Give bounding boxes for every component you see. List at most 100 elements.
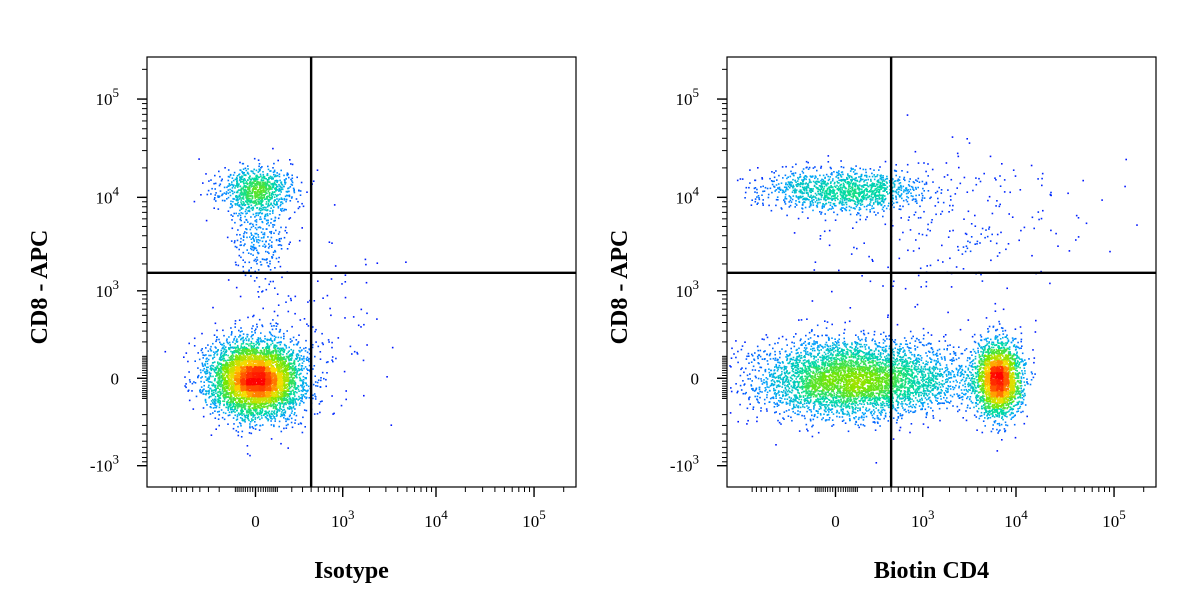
event-dot <box>291 184 294 186</box>
event-dot <box>242 204 244 207</box>
event-dot <box>224 352 226 354</box>
event-dot <box>232 403 234 405</box>
event-dot <box>260 355 263 357</box>
event-dot <box>266 261 268 264</box>
event-dot <box>254 199 257 202</box>
event-dot <box>283 374 285 377</box>
event-dot <box>252 189 254 192</box>
event-dot <box>271 365 273 368</box>
event-dot <box>236 175 239 177</box>
event-dot <box>273 344 275 347</box>
event-dot <box>241 171 243 173</box>
event-dot <box>312 180 315 182</box>
event-dot <box>222 395 224 397</box>
event-dot <box>290 178 292 181</box>
event-dot <box>254 404 257 406</box>
event-dot <box>250 248 253 251</box>
event-dot <box>285 355 288 358</box>
event-dot <box>257 347 260 349</box>
event-dot <box>218 401 221 404</box>
event-dot <box>254 188 256 190</box>
event-dot <box>251 364 254 366</box>
event-dot <box>288 405 291 408</box>
event-dot <box>278 385 281 387</box>
event-dot <box>231 401 233 404</box>
event-dot <box>283 332 285 335</box>
event-dot <box>234 178 237 181</box>
event-dot <box>261 209 263 211</box>
event-dot <box>236 191 239 193</box>
event-dot <box>279 351 281 354</box>
event-dot <box>257 190 259 192</box>
event-dot <box>297 423 300 425</box>
event-dot <box>281 364 284 367</box>
event-dot <box>257 401 259 404</box>
event-dot <box>211 187 213 190</box>
event-dot <box>291 367 293 370</box>
event-dot <box>220 179 223 182</box>
event-dot <box>292 367 295 369</box>
event-dot <box>247 210 250 212</box>
event-dot <box>287 374 290 376</box>
event-dot <box>232 403 235 406</box>
event-dot <box>251 206 254 209</box>
event-dot <box>218 404 221 406</box>
event-dot <box>253 185 255 188</box>
event-dot <box>279 407 281 410</box>
event-dot <box>208 393 210 395</box>
event-dot <box>317 379 320 381</box>
event-dot <box>214 372 217 374</box>
event-dot <box>244 274 247 277</box>
event-dot <box>333 204 336 206</box>
event-dot <box>283 349 286 351</box>
event-dot <box>240 410 242 412</box>
event-dot <box>279 361 282 363</box>
event-dot <box>289 373 291 376</box>
event-dot <box>228 375 230 378</box>
event-dot <box>217 418 220 420</box>
event-dot <box>290 417 293 420</box>
event-dot <box>263 359 265 361</box>
event-dot <box>281 373 283 375</box>
event-dot <box>252 207 255 210</box>
event-dot <box>228 183 231 185</box>
event-dot <box>241 162 244 165</box>
event-dot <box>233 398 235 400</box>
event-dot <box>198 358 201 361</box>
event-dot <box>240 199 243 201</box>
event-dot <box>293 370 296 372</box>
event-dot <box>275 398 278 401</box>
event-dot <box>274 407 277 410</box>
event-dot <box>275 407 277 409</box>
event-dot <box>269 170 271 172</box>
event-dot <box>307 385 310 388</box>
event-dot <box>260 199 262 202</box>
event-dot <box>251 183 253 185</box>
event-dot <box>238 248 240 251</box>
event-dot <box>279 328 282 331</box>
event-dot <box>270 222 272 224</box>
event-dot <box>284 394 287 397</box>
event-dot <box>285 387 288 389</box>
event-dot <box>232 185 235 188</box>
event-dot <box>281 186 283 189</box>
event-dot <box>265 355 268 358</box>
event-dot <box>257 340 260 342</box>
event-dot <box>270 244 273 247</box>
event-dot <box>239 244 242 247</box>
event-dot <box>280 336 282 339</box>
event-dot <box>273 169 276 172</box>
event-dot <box>360 326 362 328</box>
event-dot <box>322 343 324 346</box>
event-dot <box>261 166 263 168</box>
event-dot <box>235 405 238 407</box>
event-dot <box>234 355 237 358</box>
event-dot <box>303 357 305 360</box>
event-dot <box>185 352 188 354</box>
event-dot <box>256 400 259 403</box>
event-dot <box>272 361 275 364</box>
event-dot <box>298 395 300 398</box>
event-dot <box>213 361 216 363</box>
event-dot <box>276 189 279 191</box>
event-dot <box>227 414 230 417</box>
